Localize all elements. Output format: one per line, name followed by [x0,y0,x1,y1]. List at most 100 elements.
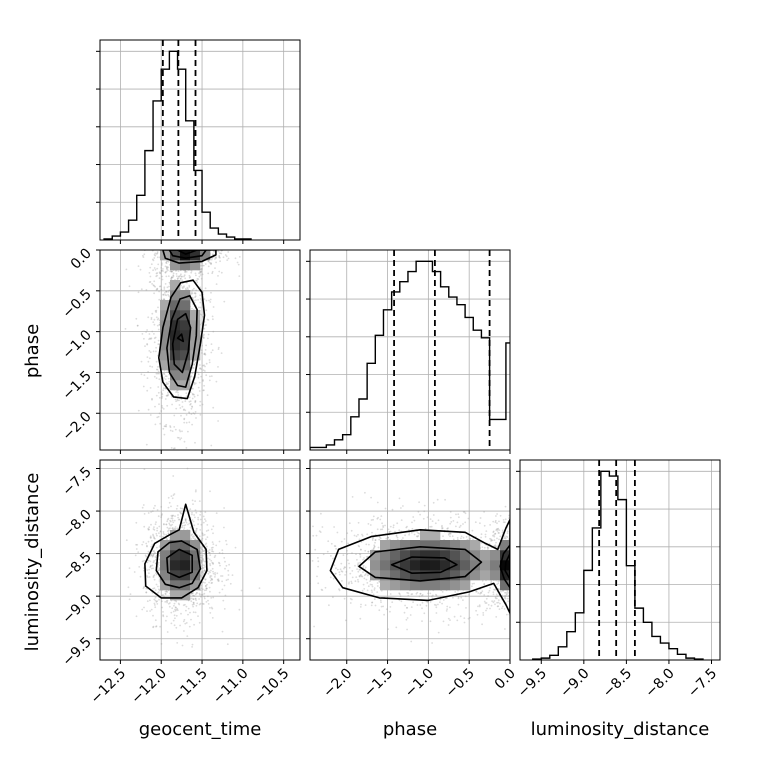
sample-point [152,269,155,272]
sample-point [189,508,192,511]
sample-point [156,318,159,321]
sample-point [238,275,241,277]
sample-point [188,284,191,287]
sample-point [207,260,210,263]
sample-point [212,546,214,549]
sample-point [180,273,182,276]
sample-point [481,623,483,626]
sample-point [154,596,157,599]
sample-point [165,425,168,428]
sample-point [515,576,517,578]
sample-point [192,297,194,299]
sample-point [153,578,156,581]
sample-point [192,537,195,540]
sample-point [188,400,191,403]
x-tick-label: −9.5 [515,666,550,701]
sample-point [191,592,194,595]
density-cell [160,320,171,331]
sample-point [205,362,208,365]
sample-point [365,578,368,581]
sample-point [225,579,228,581]
sample-point [128,285,131,288]
sample-point [191,367,194,369]
sample-point [208,551,211,554]
sample-point [186,286,189,289]
sample-point [435,606,438,609]
sample-point [204,585,207,588]
sample-point [184,287,187,290]
sample-point [217,348,220,350]
sample-point [317,565,319,568]
sample-point [149,414,152,416]
sample-point [521,526,523,528]
sample-point [404,604,406,607]
sample-point [143,586,145,589]
sample-point [371,591,373,593]
sample-point [149,281,152,283]
sample-point [199,286,202,289]
sample-point [217,247,219,249]
sample-point [459,524,462,527]
sample-point [178,429,181,431]
sample-point [173,604,175,607]
sample-point [194,411,197,413]
sample-point [209,243,211,245]
sample-point [194,296,197,299]
sample-point [204,352,206,355]
sample-point [516,545,518,547]
sample-point [170,277,172,280]
sample-point [167,506,170,509]
sample-point [493,535,496,538]
sample-point [205,584,207,587]
sample-point [170,270,173,273]
sample-point [517,560,519,562]
sample-point [228,563,231,566]
sample-point [485,609,487,612]
sample-point [357,580,360,583]
sample-point [202,369,205,372]
sample-point [204,248,206,250]
sample-point [152,625,155,628]
sample-point [437,519,440,522]
sample-point [355,553,357,555]
sample-point [171,519,174,522]
sample-point [467,517,470,520]
sample-point [207,550,209,552]
sample-point [406,591,409,594]
sample-point [382,526,385,528]
sample-point [158,569,161,571]
sample-point [194,401,197,404]
sample-point [191,519,194,521]
sample-point [161,594,164,597]
sample-point [156,416,159,419]
sample-point [480,592,483,594]
sample-point [173,447,176,450]
sample-point [185,248,187,250]
sample-point [208,299,210,302]
sample-point [203,246,205,248]
sample-point [210,351,213,354]
sample-point [204,581,206,584]
contour-line [176,333,185,343]
sample-point [160,288,163,291]
sample-point [155,377,158,380]
sample-point [192,594,195,597]
sample-point [150,337,153,340]
sample-point [205,299,208,302]
sample-point [142,541,145,543]
sample-point [544,558,546,560]
sample-point [148,338,151,340]
sample-point [204,247,206,249]
sample-point [155,253,158,255]
sample-point [214,573,217,576]
sample-point [480,591,482,594]
sample-point [209,590,211,593]
sample-point [416,531,419,533]
sample-point [349,602,352,604]
sample-point [238,256,241,258]
sample-point [153,285,156,287]
density-cell [180,330,191,341]
sample-point [202,364,204,367]
sample-point [136,543,139,546]
sample-point [417,532,420,535]
